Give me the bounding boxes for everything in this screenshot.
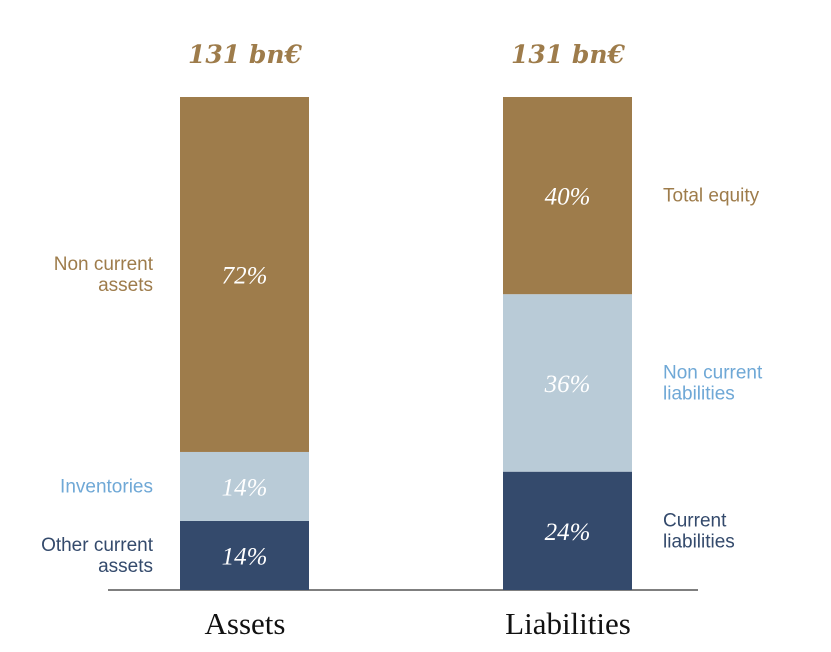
bar-segment-non-current-assets bbox=[180, 97, 309, 452]
segment-label-non-current-liabilities: Non current liabilities bbox=[663, 362, 763, 404]
segment-label-line: Other current bbox=[41, 535, 154, 556]
bar-segment-total-equity bbox=[503, 97, 632, 295]
segment-label-line: Total equity bbox=[663, 186, 760, 207]
liabilities-total-label: 131 bn€ bbox=[511, 40, 626, 69]
value-label-current-liabilities: 24% bbox=[545, 519, 591, 546]
value-label-total-equity: 40% bbox=[545, 184, 591, 211]
assets-category-label: Assets bbox=[205, 606, 286, 641]
segment-label-line: liabilities bbox=[663, 383, 735, 404]
segment-label-line: Non current bbox=[54, 254, 154, 275]
value-label-non-current-liabilities: 36% bbox=[544, 371, 591, 398]
value-label-other-current-assets: 14% bbox=[222, 543, 268, 570]
segment-label-line: assets bbox=[98, 275, 153, 296]
segment-label-line: Inventories bbox=[60, 476, 153, 497]
value-label-inventories: 14% bbox=[222, 474, 268, 501]
segment-label-other-current-assets: Other current assets bbox=[41, 535, 154, 577]
segment-label-line: Non current bbox=[663, 362, 763, 383]
segment-label-line: liabilities bbox=[663, 531, 735, 552]
bar-segment-current-liabilities bbox=[503, 471, 632, 590]
bar-segment-non-current-liabilities bbox=[503, 294, 632, 472]
segment-label-inventories: Inventories bbox=[60, 476, 153, 497]
segment-label-non-current-assets: Non current assets bbox=[54, 254, 154, 296]
bar-stacks: 14%Other current assets14%Inventories72%N… bbox=[41, 97, 763, 590]
liabilities-category-label: Liabilities bbox=[505, 606, 631, 641]
segment-label-line: Current bbox=[663, 510, 727, 531]
value-label-non-current-assets: 72% bbox=[222, 262, 268, 289]
segment-label-line: assets bbox=[98, 556, 153, 577]
bar-segment-other-current-assets bbox=[180, 520, 309, 590]
segment-label-current-liabilities: Current liabilities bbox=[663, 510, 735, 552]
segment-label-total-equity: Total equity bbox=[663, 186, 760, 207]
bar-segment-inventories bbox=[180, 451, 309, 521]
assets-total-label: 131 bn€ bbox=[188, 40, 303, 69]
